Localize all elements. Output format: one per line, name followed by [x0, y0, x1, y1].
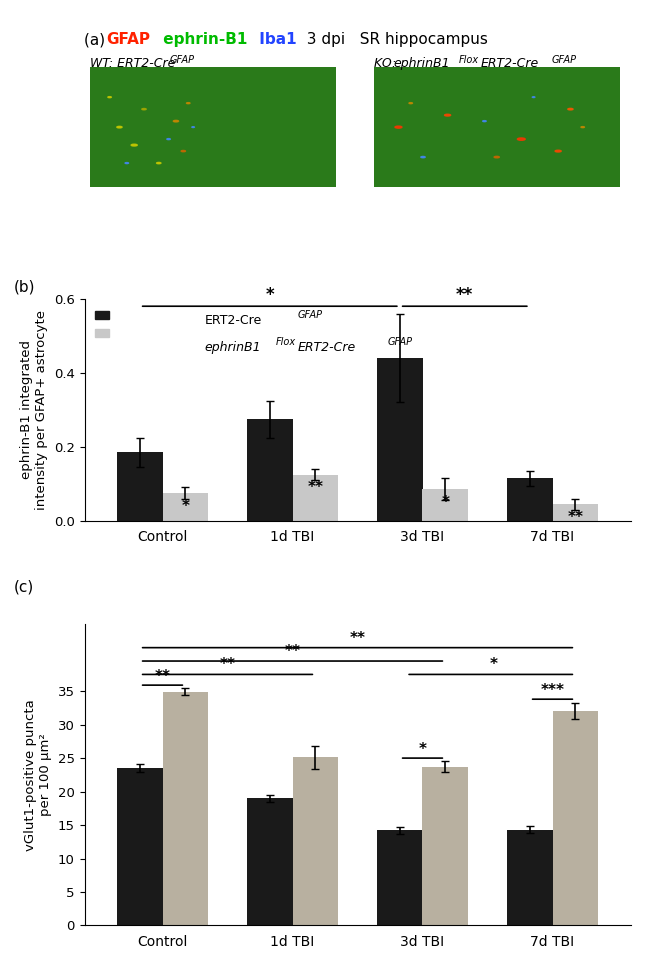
- Bar: [507, 478, 552, 521]
- Circle shape: [157, 162, 161, 164]
- Text: (b): (b): [14, 280, 35, 294]
- Circle shape: [409, 102, 413, 104]
- Circle shape: [517, 138, 525, 141]
- Text: *: *: [419, 741, 426, 757]
- Bar: [422, 766, 468, 925]
- Text: ***: ***: [541, 683, 564, 698]
- Circle shape: [125, 163, 129, 164]
- Text: **: **: [285, 644, 300, 659]
- Text: ephrin-B1: ephrin-B1: [158, 32, 248, 47]
- Text: **: **: [155, 669, 170, 683]
- Bar: [162, 692, 208, 925]
- Circle shape: [494, 156, 499, 158]
- Text: GFAP: GFAP: [169, 55, 194, 65]
- Text: GFAP: GFAP: [298, 309, 322, 320]
- Circle shape: [483, 120, 486, 121]
- Bar: [292, 474, 338, 521]
- Bar: [90, 67, 335, 187]
- Text: ERT2-Cre: ERT2-Cre: [480, 57, 539, 70]
- Text: 3 dpi   SR hippocampus: 3 dpi SR hippocampus: [298, 32, 488, 47]
- Text: ephrinB1: ephrinB1: [205, 341, 261, 354]
- Y-axis label: ephrin-B1 integrated
intensity per GFAP+ astrocyte: ephrin-B1 integrated intensity per GFAP+…: [20, 309, 48, 510]
- Legend: , : ,: [90, 305, 120, 345]
- Text: *: *: [181, 498, 189, 514]
- Bar: [507, 830, 552, 925]
- Circle shape: [581, 126, 584, 127]
- Text: *: *: [441, 495, 449, 510]
- Circle shape: [555, 150, 561, 152]
- Text: Flox: Flox: [276, 336, 296, 347]
- Text: GFAP: GFAP: [551, 55, 577, 65]
- Circle shape: [395, 126, 402, 128]
- Text: (a): (a): [84, 32, 110, 47]
- Text: Flox: Flox: [458, 55, 478, 65]
- Bar: [374, 67, 619, 187]
- Bar: [422, 490, 468, 521]
- Text: KO:: KO:: [374, 57, 400, 70]
- Text: *: *: [265, 286, 274, 305]
- Bar: [247, 419, 292, 521]
- Bar: [377, 358, 423, 521]
- Text: GFAP: GFAP: [107, 32, 150, 47]
- Circle shape: [568, 108, 573, 110]
- Circle shape: [117, 126, 122, 128]
- Text: ERT2-Cre: ERT2-Cre: [205, 314, 262, 328]
- Text: GFAP: GFAP: [387, 336, 413, 347]
- Circle shape: [131, 145, 137, 146]
- Bar: [377, 830, 423, 925]
- Text: (c): (c): [14, 579, 34, 594]
- Text: **: **: [220, 657, 235, 673]
- Circle shape: [108, 96, 111, 97]
- Bar: [117, 768, 162, 925]
- Text: Iba1: Iba1: [254, 32, 296, 47]
- Text: ephrinB1: ephrinB1: [393, 57, 450, 70]
- Circle shape: [174, 120, 179, 121]
- Bar: [552, 504, 598, 521]
- Bar: [247, 798, 292, 925]
- Text: **: **: [456, 286, 473, 305]
- Bar: [552, 710, 598, 925]
- Bar: [162, 493, 208, 521]
- Bar: [292, 758, 338, 925]
- Circle shape: [181, 150, 185, 151]
- Text: *: *: [490, 657, 498, 673]
- Bar: [117, 452, 162, 521]
- Circle shape: [445, 114, 450, 116]
- Text: **: **: [567, 510, 583, 524]
- Text: WT: ERT2-Cre: WT: ERT2-Cre: [90, 57, 176, 70]
- Text: ERT2-Cre: ERT2-Cre: [298, 341, 356, 354]
- Circle shape: [421, 156, 425, 158]
- Circle shape: [187, 102, 190, 104]
- Circle shape: [167, 139, 170, 140]
- Text: **: **: [307, 480, 323, 495]
- Circle shape: [142, 109, 146, 110]
- Text: **: **: [350, 630, 365, 646]
- Y-axis label: vGlut1-positive puncta
per 100 μm²: vGlut1-positive puncta per 100 μm²: [24, 699, 52, 850]
